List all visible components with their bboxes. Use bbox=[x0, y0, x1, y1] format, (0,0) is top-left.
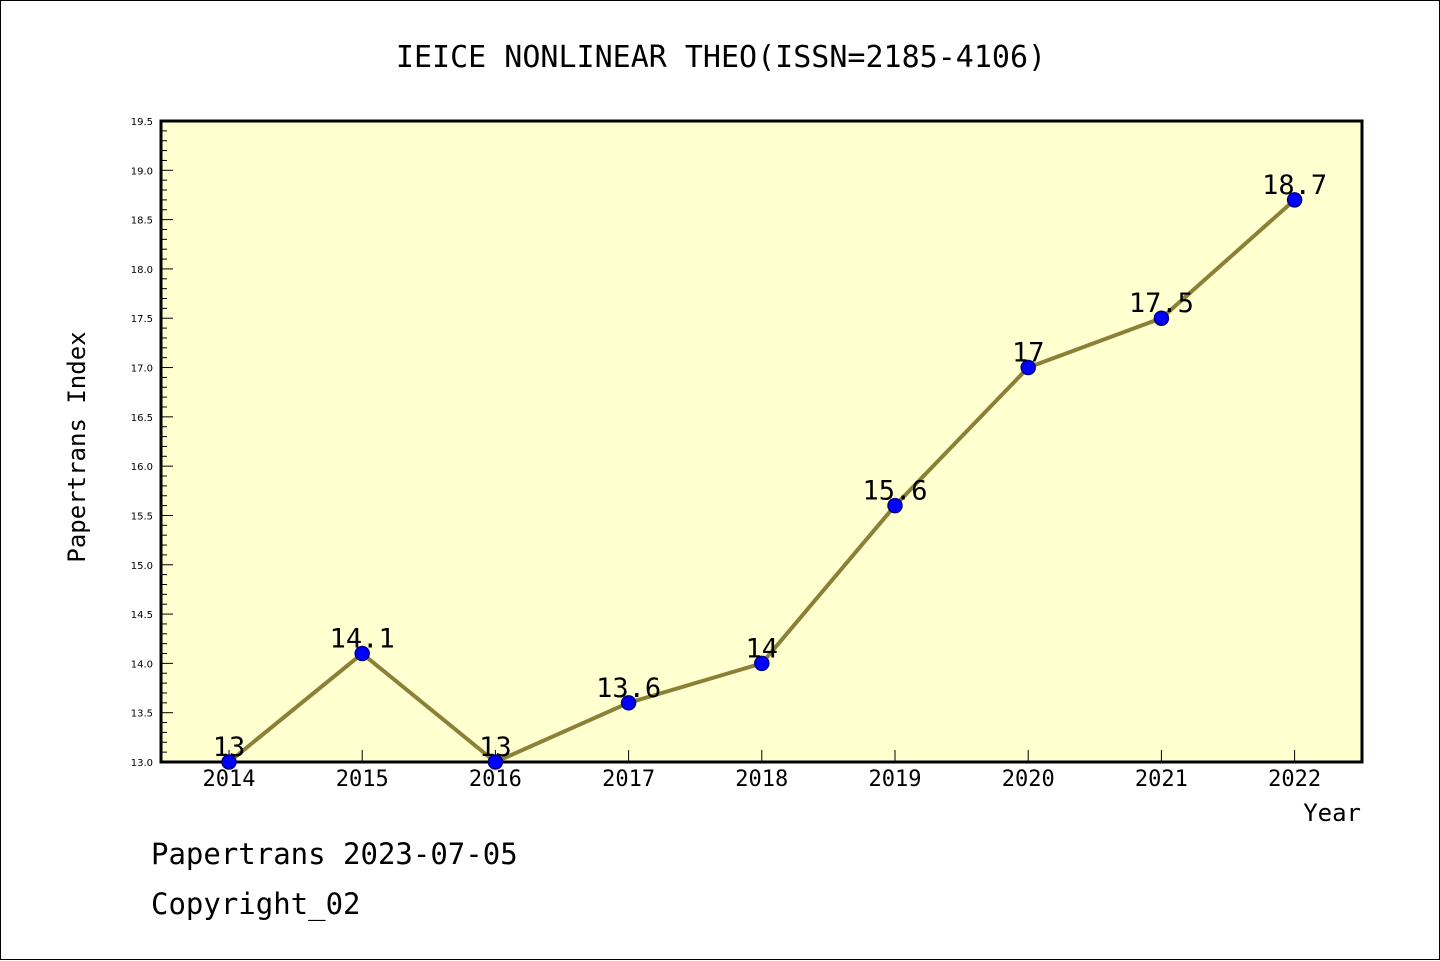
y-tick-label: 19.0 bbox=[131, 166, 153, 177]
data-label-layer: 13 14.1 13 13.6 14 15.6 17 17.5 18.7 bbox=[213, 170, 1327, 763]
footer-copyright: Copyright_02 bbox=[151, 887, 361, 921]
y-tick-label: 15.0 bbox=[131, 561, 153, 572]
x-tick-label: 2019 bbox=[869, 767, 922, 792]
data-point bbox=[1020, 359, 1036, 376]
data-point bbox=[221, 754, 237, 770]
x-axis-title: Year bbox=[1303, 799, 1361, 827]
y-tick-label: 17.0 bbox=[131, 364, 153, 375]
x-tick-label: 2014 bbox=[203, 767, 256, 792]
y-tick-label: 13.0 bbox=[131, 758, 153, 769]
data-label: 13.6 bbox=[596, 673, 661, 704]
y-tick-label: 19.5 bbox=[131, 117, 153, 128]
y-axis-title: Papertrans Index bbox=[63, 331, 91, 562]
y-tick-label: 18.0 bbox=[131, 265, 153, 276]
series-layer bbox=[221, 192, 1303, 770]
data-point bbox=[754, 655, 770, 672]
y-tick-label: 17.5 bbox=[131, 314, 153, 325]
data-point bbox=[354, 645, 370, 662]
data-label: 18.7 bbox=[1262, 170, 1327, 201]
y-tick-label: 16.0 bbox=[131, 462, 153, 473]
data-label: 14.1 bbox=[330, 624, 395, 655]
y-tick-label: 16.5 bbox=[131, 413, 153, 424]
footer-date: Papertrans 2023-07-05 bbox=[151, 837, 518, 871]
data-label: 13 bbox=[213, 732, 246, 763]
chart-title: IEICE NONLINEAR THEO(ISSN=2185-4106) bbox=[396, 40, 1046, 75]
data-point bbox=[1153, 310, 1170, 326]
y-tick-label: 14.0 bbox=[131, 659, 153, 670]
x-tick-label: 2018 bbox=[735, 767, 788, 792]
x-tick-label: 2020 bbox=[1002, 767, 1055, 792]
y-tick-label: 13.5 bbox=[131, 709, 153, 720]
data-point bbox=[487, 754, 504, 770]
y-tick-label: 15.5 bbox=[131, 511, 153, 522]
data-label: 13 bbox=[479, 732, 512, 763]
x-tick-label: 2015 bbox=[336, 767, 389, 792]
data-label: 15.6 bbox=[862, 476, 927, 507]
y-tick-label: 14.5 bbox=[131, 610, 153, 621]
data-point bbox=[887, 497, 903, 514]
y-axis: 13.0 13.5 14.0 14.5 15.0 15.5 16.0 16.5 17.0 17.5… bbox=[131, 117, 173, 769]
x-axis: 2014 2015 2016 2017 2018 2019 2020 2021 2022 bbox=[203, 750, 1321, 792]
data-point bbox=[620, 695, 637, 711]
x-tick-label: 2017 bbox=[602, 767, 655, 792]
y-tick-label: 18.5 bbox=[131, 216, 153, 227]
data-label: 17 bbox=[1012, 338, 1045, 369]
x-tick-label: 2021 bbox=[1135, 767, 1188, 792]
x-tick-label: 2016 bbox=[469, 767, 522, 792]
data-label: 14 bbox=[746, 633, 779, 664]
data-label: 17.5 bbox=[1129, 288, 1194, 319]
x-tick-label: 2022 bbox=[1268, 767, 1321, 792]
data-point bbox=[1286, 192, 1303, 208]
